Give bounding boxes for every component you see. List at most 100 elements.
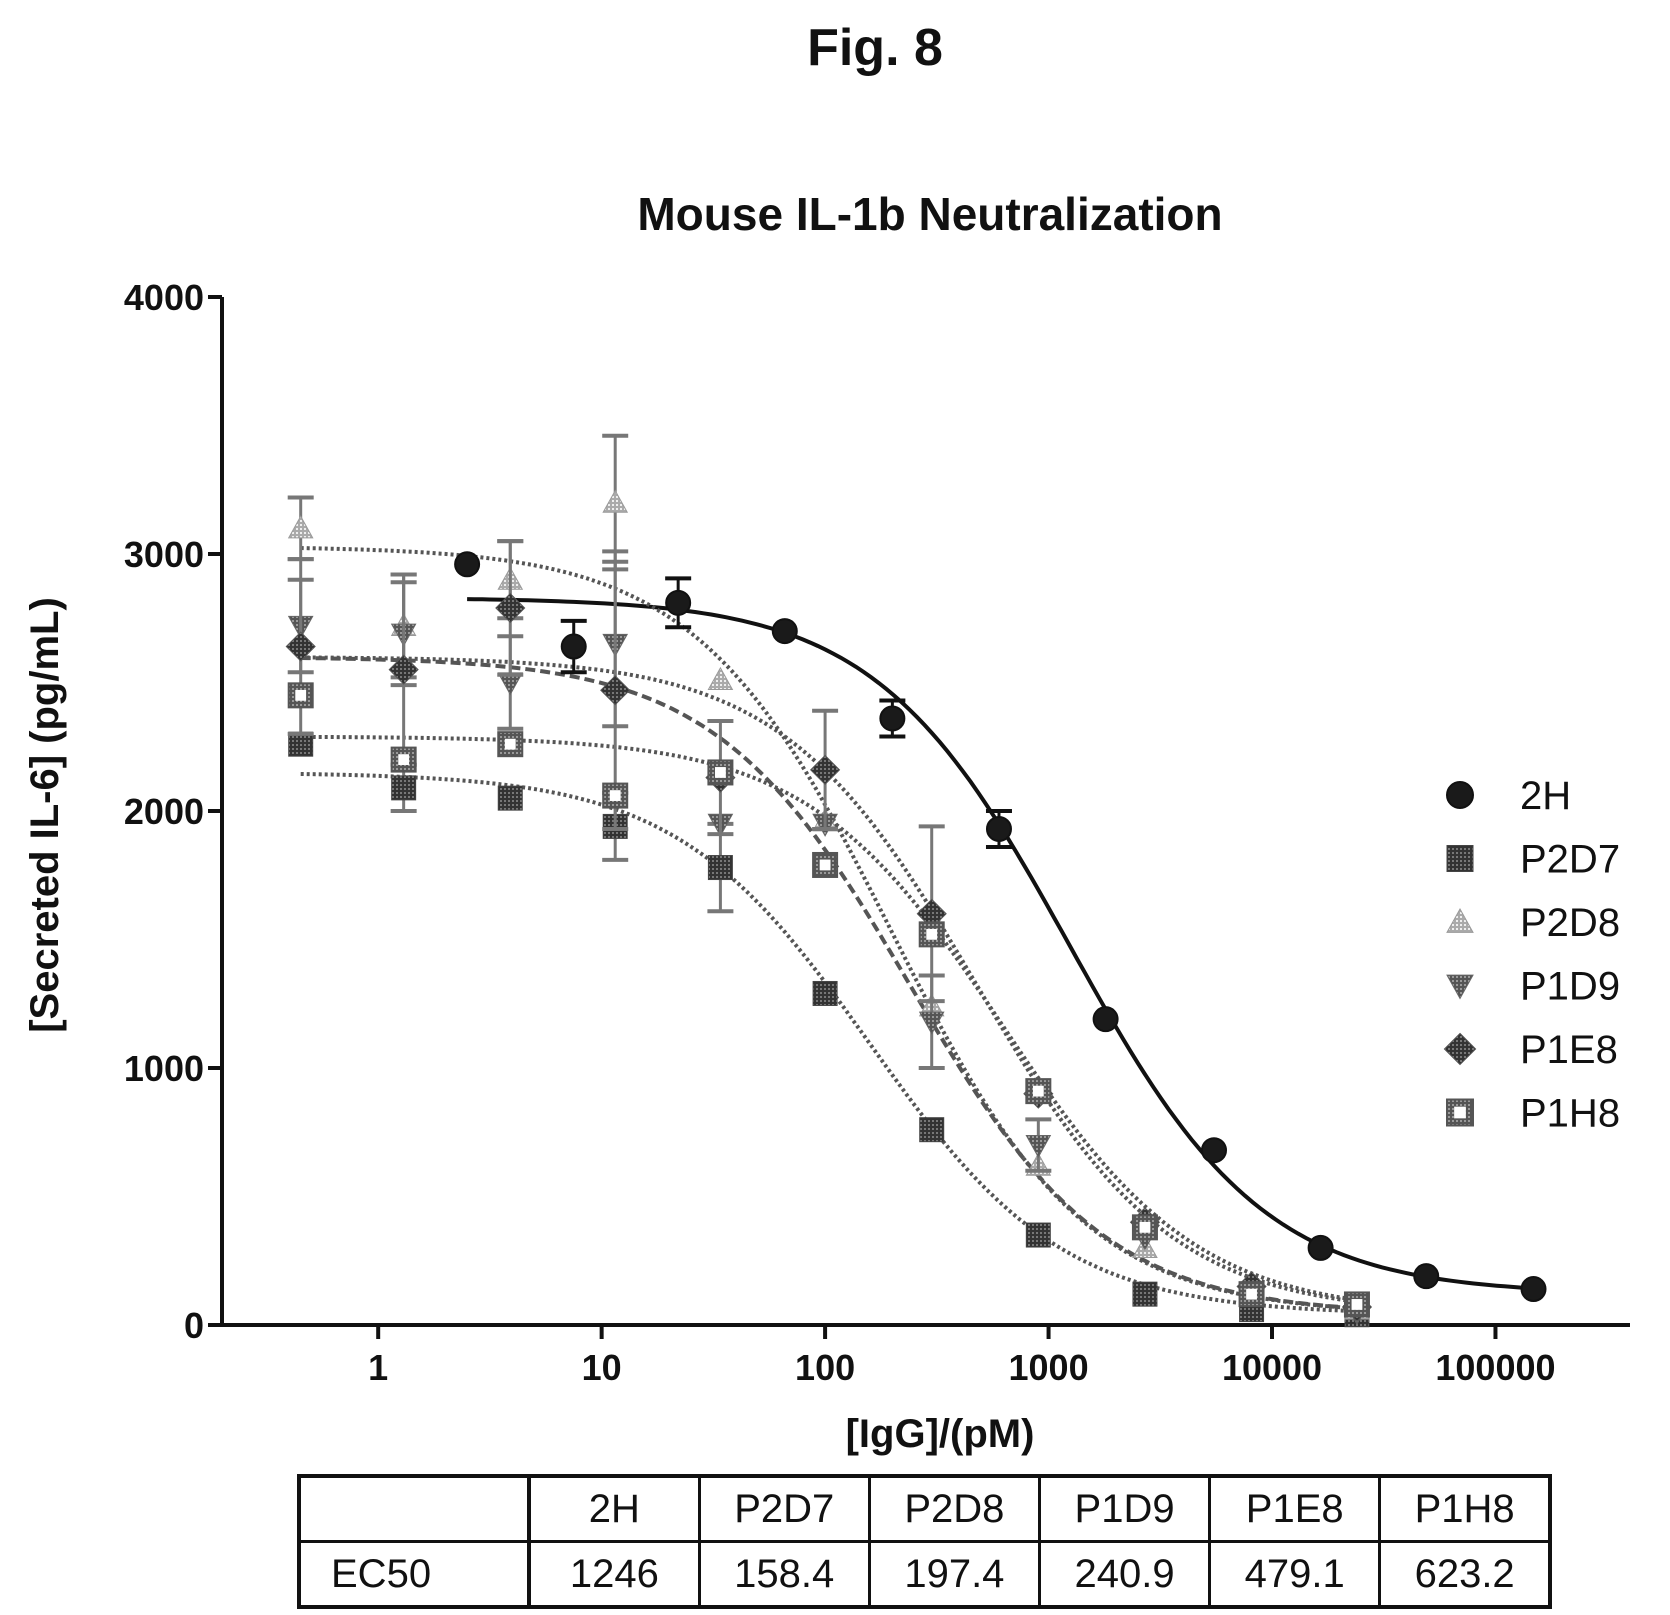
- legend-marker: [1446, 781, 1474, 809]
- marker-inner: [398, 754, 410, 765]
- data-point: [812, 851, 839, 878]
- data-point: [602, 782, 629, 809]
- y-tick-label: 1000: [124, 1048, 204, 1089]
- table-cell: 158.4: [697, 1540, 871, 1609]
- data-point: [1413, 1263, 1440, 1290]
- fit-curve-p2d7: [300, 772, 1361, 1314]
- data-point: [1025, 1078, 1052, 1105]
- x-tick-label: 100: [795, 1347, 855, 1388]
- data-point: [879, 705, 906, 732]
- data-point: [287, 515, 314, 539]
- legend-label: P1D9: [1520, 965, 1620, 1009]
- fit-curves: [300, 546, 1535, 1314]
- marker-inner: [295, 689, 307, 701]
- data-point: [812, 980, 838, 1006]
- fit-curve-p1d9: [300, 656, 1362, 1311]
- data-point: [1238, 1281, 1265, 1308]
- data-point: [287, 682, 314, 709]
- fit-curve-2h: [467, 597, 1535, 1291]
- data-point: [497, 731, 524, 758]
- data-point: [707, 666, 734, 691]
- x-tick-label: 100000: [1435, 1347, 1555, 1388]
- table-cell: 1246: [526, 1540, 701, 1609]
- data-point: [391, 775, 417, 801]
- legend-label: P1E8: [1520, 1028, 1618, 1072]
- data-point: [771, 618, 798, 645]
- marker-inner: [926, 928, 938, 940]
- y-tick-label: 3000: [124, 534, 204, 575]
- table-cell: 197.4: [867, 1540, 1041, 1609]
- data-point: [809, 754, 841, 785]
- data-point: [495, 592, 526, 624]
- data-point: [1307, 1234, 1334, 1261]
- data-point: [1343, 1291, 1370, 1318]
- fit-curve-p1e8: [300, 655, 1362, 1305]
- series-2h: [454, 551, 1547, 1303]
- legend-marker: [1446, 974, 1474, 1000]
- data-point: [497, 785, 523, 811]
- table-header-cell: P2D7: [697, 1474, 871, 1543]
- table-cell: 240.9: [1037, 1540, 1212, 1609]
- chart-title: Mouse IL-1b Neutralization: [637, 188, 1222, 240]
- marker-inner: [1032, 1085, 1044, 1097]
- marker-outer: [287, 682, 314, 709]
- x-tick-label: 1: [368, 1347, 388, 1388]
- y-tick-label: 4000: [124, 277, 204, 318]
- data-point: [560, 633, 587, 660]
- table-header-cell: [297, 1474, 531, 1543]
- marker-inner: [819, 859, 831, 871]
- legend-marker: [1446, 1098, 1474, 1127]
- data-point: [600, 675, 631, 706]
- data-point: [388, 654, 419, 685]
- data-point: [602, 489, 629, 513]
- table-header-row: 2H P2D7 P2D8 P1D9 P1E8 P1H8: [297, 1474, 1553, 1543]
- series-p1d9: [287, 559, 1370, 1326]
- legend-marker: [1446, 845, 1474, 872]
- data-point: [1025, 1135, 1052, 1159]
- table-row: EC50 1246 158.4 197.4 240.9 479.1 623.2: [297, 1540, 1553, 1609]
- data-point: [918, 1011, 945, 1035]
- y-tick-label: 0: [184, 1305, 204, 1346]
- marker-inner: [715, 767, 726, 778]
- legend-marker: [1446, 907, 1474, 933]
- table-header-cell: 2H: [526, 1474, 701, 1543]
- table-header-cell: P1H8: [1378, 1474, 1553, 1543]
- figure-title: Fig. 8: [807, 19, 943, 77]
- legend: 2H P2D7 P2D8 P1D9 P1E8 P1H8: [1443, 774, 1620, 1136]
- data-point: [919, 1117, 945, 1143]
- marker-inner: [1351, 1299, 1363, 1310]
- data-point: [1025, 1222, 1051, 1248]
- x-tick-label: 10000: [1222, 1347, 1322, 1388]
- table-header-cell: P2D8: [867, 1474, 1041, 1543]
- ec50-table: 2H P2D7 P2D8 P1D9 P1E8 P1H8 EC50 1246 15…: [297, 1474, 1553, 1609]
- data-point: [1092, 1006, 1119, 1033]
- data-points: [285, 433, 1547, 1328]
- x-axis-label: [IgG]/(pM): [846, 1412, 1035, 1456]
- legend-label: P2D7: [1520, 838, 1620, 882]
- y-axis-label: [Secreted IL-6] (pg/mL): [23, 597, 67, 1033]
- series-p1h8: [287, 682, 1370, 1318]
- data-point: [390, 746, 417, 773]
- data-point: [1520, 1276, 1547, 1303]
- marker-inner: [1139, 1221, 1151, 1233]
- series-p1e8: [285, 539, 1373, 1323]
- table-header-cell: P1E8: [1208, 1474, 1382, 1543]
- marker-inner: [504, 738, 516, 750]
- data-point: [285, 631, 316, 662]
- y-tick-label: 2000: [124, 791, 204, 832]
- marker-inner: [1454, 1106, 1466, 1119]
- data-point: [707, 759, 734, 786]
- data-point: [707, 855, 733, 881]
- data-point: [454, 551, 481, 578]
- table-row-label: EC50: [297, 1540, 531, 1609]
- x-tick-label: 1000: [1009, 1347, 1089, 1388]
- table-header-cell: P1D9: [1037, 1474, 1212, 1543]
- series-p2d7: [288, 731, 1370, 1328]
- legend-marker: [1443, 1032, 1477, 1066]
- data-point: [985, 815, 1012, 842]
- data-point: [918, 921, 945, 948]
- marker-inner: [1246, 1288, 1257, 1300]
- data-point: [1200, 1137, 1227, 1164]
- legend-label: P1H8: [1520, 1092, 1620, 1136]
- x-tick-label: 10: [582, 1347, 622, 1388]
